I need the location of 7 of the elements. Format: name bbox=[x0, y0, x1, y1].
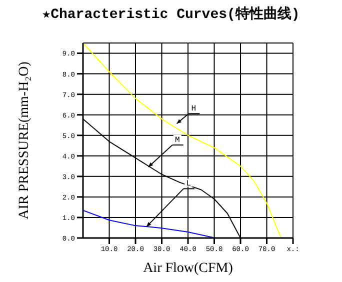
line-series bbox=[83, 210, 216, 238]
chart-title: ★Characteristic Curves(特性曲线) bbox=[41, 5, 301, 25]
y-axis-title: AIR PRESSURE(mm-H₂O) bbox=[17, 61, 32, 220]
x-axis-title: Air Flow(CFM) bbox=[143, 261, 234, 276]
annotation: H bbox=[191, 104, 196, 114]
annotation: M bbox=[174, 136, 180, 145]
annotation: L bbox=[186, 180, 192, 189]
